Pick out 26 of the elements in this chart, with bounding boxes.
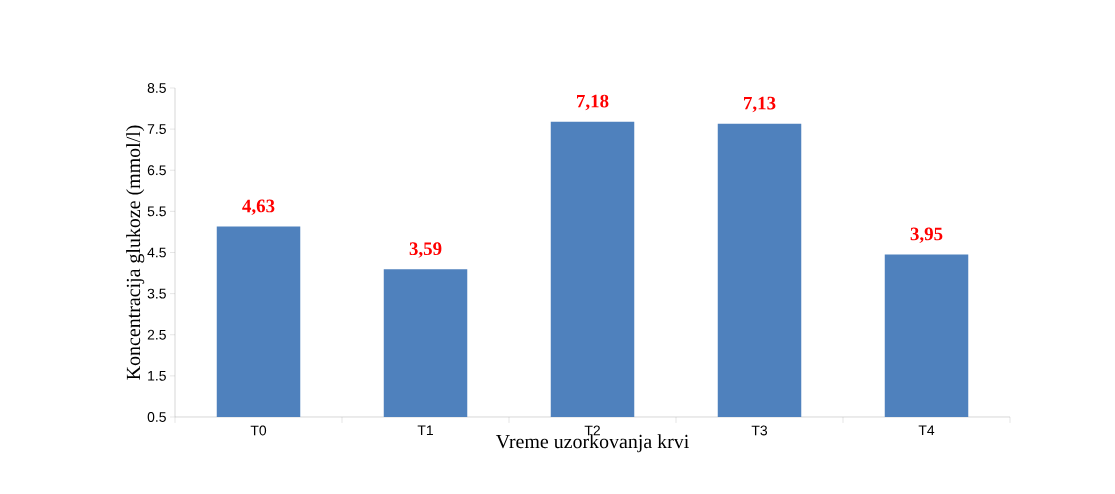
y-axis-title: Koncentracija glukoze (mmol/l) xyxy=(126,125,145,380)
y-tick-label: 6.5 xyxy=(147,165,166,176)
x-tick-label: T3 xyxy=(751,425,768,436)
bar xyxy=(383,269,468,417)
data-label: 7,18 xyxy=(577,94,609,111)
y-tick-label: 3.5 xyxy=(147,288,166,299)
x-tick-label: T2 xyxy=(584,425,600,436)
data-label: 7,13 xyxy=(744,96,776,113)
bar xyxy=(717,123,802,417)
y-tick-label: 1.5 xyxy=(148,371,166,381)
y-tick-label: 4.5 xyxy=(147,247,166,258)
data-label: 3,59 xyxy=(409,242,442,258)
bar xyxy=(884,254,969,417)
x-tick-label: T4 xyxy=(918,425,935,436)
x-tick-label: T0 xyxy=(250,425,267,436)
y-tick-label: 5.5 xyxy=(147,206,166,217)
y-tick-label: 0.5 xyxy=(147,412,166,422)
x-tick-label: T1 xyxy=(417,425,433,436)
data-label: 4,63 xyxy=(242,199,275,216)
y-tick-label: 8.5 xyxy=(147,83,166,93)
bar xyxy=(216,226,301,417)
y-tick-label: 7.5 xyxy=(147,124,166,134)
data-label: 3,95 xyxy=(910,227,943,244)
x-axis-title: Vreme uzorkovanja krvi xyxy=(495,434,689,453)
bar xyxy=(550,121,635,417)
y-tick-label: 2.5 xyxy=(147,329,166,340)
